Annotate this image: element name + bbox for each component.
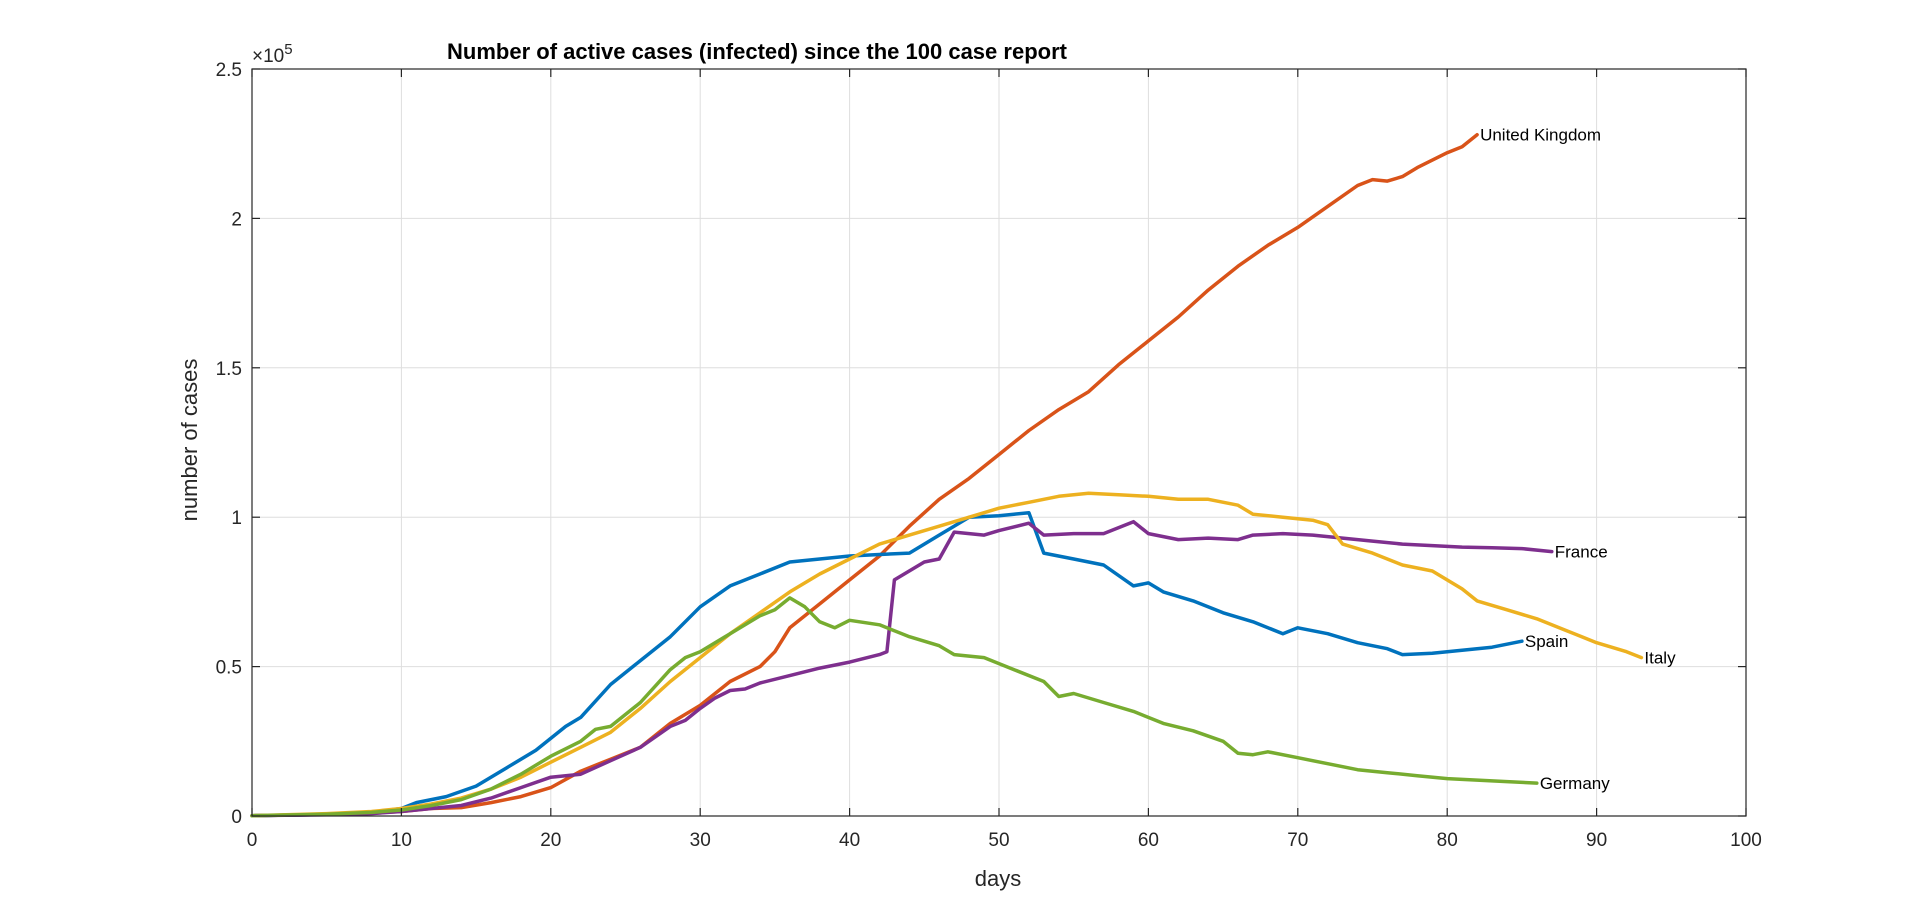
series-end-label: Spain bbox=[1525, 632, 1568, 651]
grid bbox=[251, 68, 1747, 817]
series-line bbox=[250, 510, 1524, 818]
exponent-base: ×10 bbox=[252, 46, 284, 67]
x-tick-label: 0 bbox=[247, 830, 258, 851]
x-tick-label: 90 bbox=[1586, 830, 1607, 851]
series-end-label: United Kingdom bbox=[1480, 126, 1601, 145]
x-tick-label: 20 bbox=[540, 830, 561, 851]
y-tick-label: 1 bbox=[231, 508, 242, 529]
series-line bbox=[250, 491, 1644, 818]
y-tick-label: 1.5 bbox=[216, 359, 242, 380]
series-lines bbox=[250, 132, 1644, 818]
x-tick-label: 60 bbox=[1138, 830, 1159, 851]
x-tick-label: 10 bbox=[391, 830, 412, 851]
y-tick-label: 2 bbox=[231, 209, 242, 230]
series-line bbox=[250, 596, 1539, 818]
y-tick-label: 0 bbox=[231, 807, 242, 828]
y-tick-label: 2.5 bbox=[216, 60, 242, 81]
y-axis-label: number of cases bbox=[177, 359, 202, 522]
axes bbox=[251, 68, 1747, 817]
x-tick-label: 80 bbox=[1437, 830, 1458, 851]
x-axis-label: days bbox=[975, 866, 1021, 891]
series-line bbox=[250, 132, 1479, 818]
y-tick-label: 0.5 bbox=[216, 658, 242, 679]
series-end-label: Italy bbox=[1644, 649, 1676, 668]
series-end-label: Germany bbox=[1540, 774, 1610, 793]
x-tick-label: 50 bbox=[988, 830, 1009, 851]
series-line bbox=[250, 519, 1554, 818]
series-labels: United Kingdom Spain France Italy Germany bbox=[1480, 126, 1676, 793]
x-tick-label: 70 bbox=[1287, 830, 1308, 851]
chart-title: Number of active cases (infected) since … bbox=[447, 39, 1068, 64]
exponent-power: 5 bbox=[284, 41, 292, 58]
tick-labels: 0 10 20 30 40 50 60 70 80 90 100 0 0.5 1 1.5 2 2.5 bbox=[216, 60, 1762, 851]
y-axis-exponent: ×105 bbox=[252, 41, 293, 67]
x-tick-label: 40 bbox=[839, 830, 860, 851]
x-tick-label: 30 bbox=[690, 830, 711, 851]
series-end-label: France bbox=[1555, 543, 1608, 562]
x-tick-label: 100 bbox=[1730, 830, 1762, 851]
